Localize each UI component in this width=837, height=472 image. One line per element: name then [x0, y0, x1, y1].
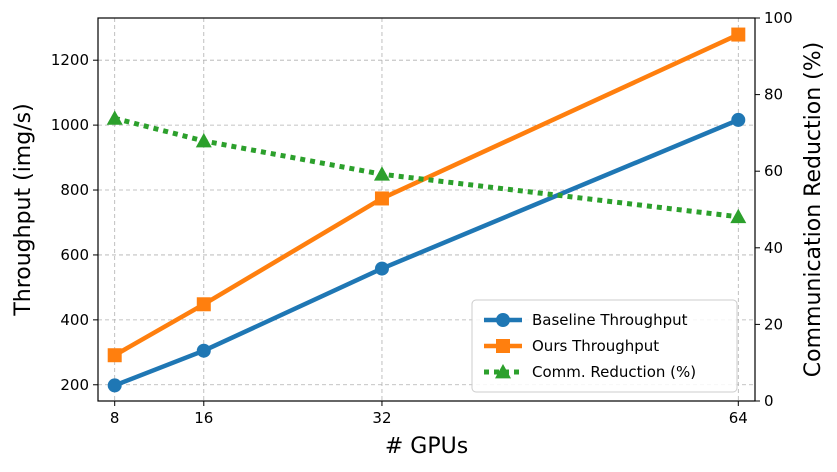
- y-tick-label: 600: [60, 246, 89, 264]
- data-point-circle: [196, 343, 211, 358]
- data-point-triangle: [106, 110, 123, 125]
- x-axis-title: # GPUs: [385, 434, 468, 459]
- legend-marker-circle: [496, 313, 510, 327]
- y-axis-title-right: Communication Reduction (%): [801, 42, 826, 377]
- data-point-square: [731, 27, 746, 42]
- legend-marker-square: [496, 339, 510, 353]
- series-2: [106, 110, 747, 224]
- y-tick-label: 200: [60, 376, 89, 394]
- ticks: 8 16 32 64 200 400 600 800 1000 1200 0 20 40 60 80 100: [51, 9, 793, 427]
- series-line: [113, 32, 740, 358]
- data-point-triangle: [730, 208, 747, 224]
- legend-item: Baseline Throughput: [484, 311, 688, 329]
- y-tick-label: 800: [60, 181, 89, 199]
- x-tick-label: 64: [729, 409, 748, 427]
- series-layer: [106, 27, 747, 393]
- y-right-tick-label: 60: [764, 162, 783, 180]
- data-point-triangle: [195, 132, 212, 148]
- y-tick-label: 400: [60, 311, 89, 329]
- legend-label: Ours Throughput: [532, 337, 659, 355]
- y-right-tick-label: 100: [764, 9, 793, 27]
- y-right-tick-label: 20: [764, 315, 783, 333]
- x-tick-label: 16: [194, 409, 213, 427]
- data-point-circle: [107, 378, 122, 393]
- y-tick-label: 1200: [51, 51, 89, 69]
- legend-marker-triangle: [495, 364, 511, 379]
- legend-box: [471, 299, 738, 393]
- data-point-square: [374, 191, 389, 206]
- y-tick-label: 1000: [51, 116, 89, 134]
- y-right-tick-label: 80: [764, 86, 783, 104]
- legend-item: Comm. Reduction (%): [484, 363, 696, 381]
- legend-label: Comm. Reduction (%): [532, 363, 696, 381]
- y-axis-title: Throughput (img/s): [11, 103, 36, 316]
- y-right-tick-label: 40: [764, 239, 783, 257]
- plot-frame: [97, 17, 756, 402]
- legend-item: Ours Throughput: [484, 337, 659, 355]
- y-right-tick-label: 0: [764, 392, 774, 410]
- series-line: [114, 115, 739, 220]
- data-point-circle: [731, 112, 746, 127]
- data-point-square: [196, 297, 211, 312]
- data-point-square: [107, 348, 122, 363]
- legend: Baseline Throughput Ours Throughput Comm. …: [471, 299, 738, 393]
- data-point-circle: [374, 261, 389, 276]
- legend-label: Baseline Throughput: [532, 311, 688, 329]
- data-point-triangle: [373, 166, 390, 181]
- series-1: [107, 27, 746, 363]
- x-tick-label: 32: [372, 409, 391, 427]
- x-tick-label: 8: [110, 409, 120, 427]
